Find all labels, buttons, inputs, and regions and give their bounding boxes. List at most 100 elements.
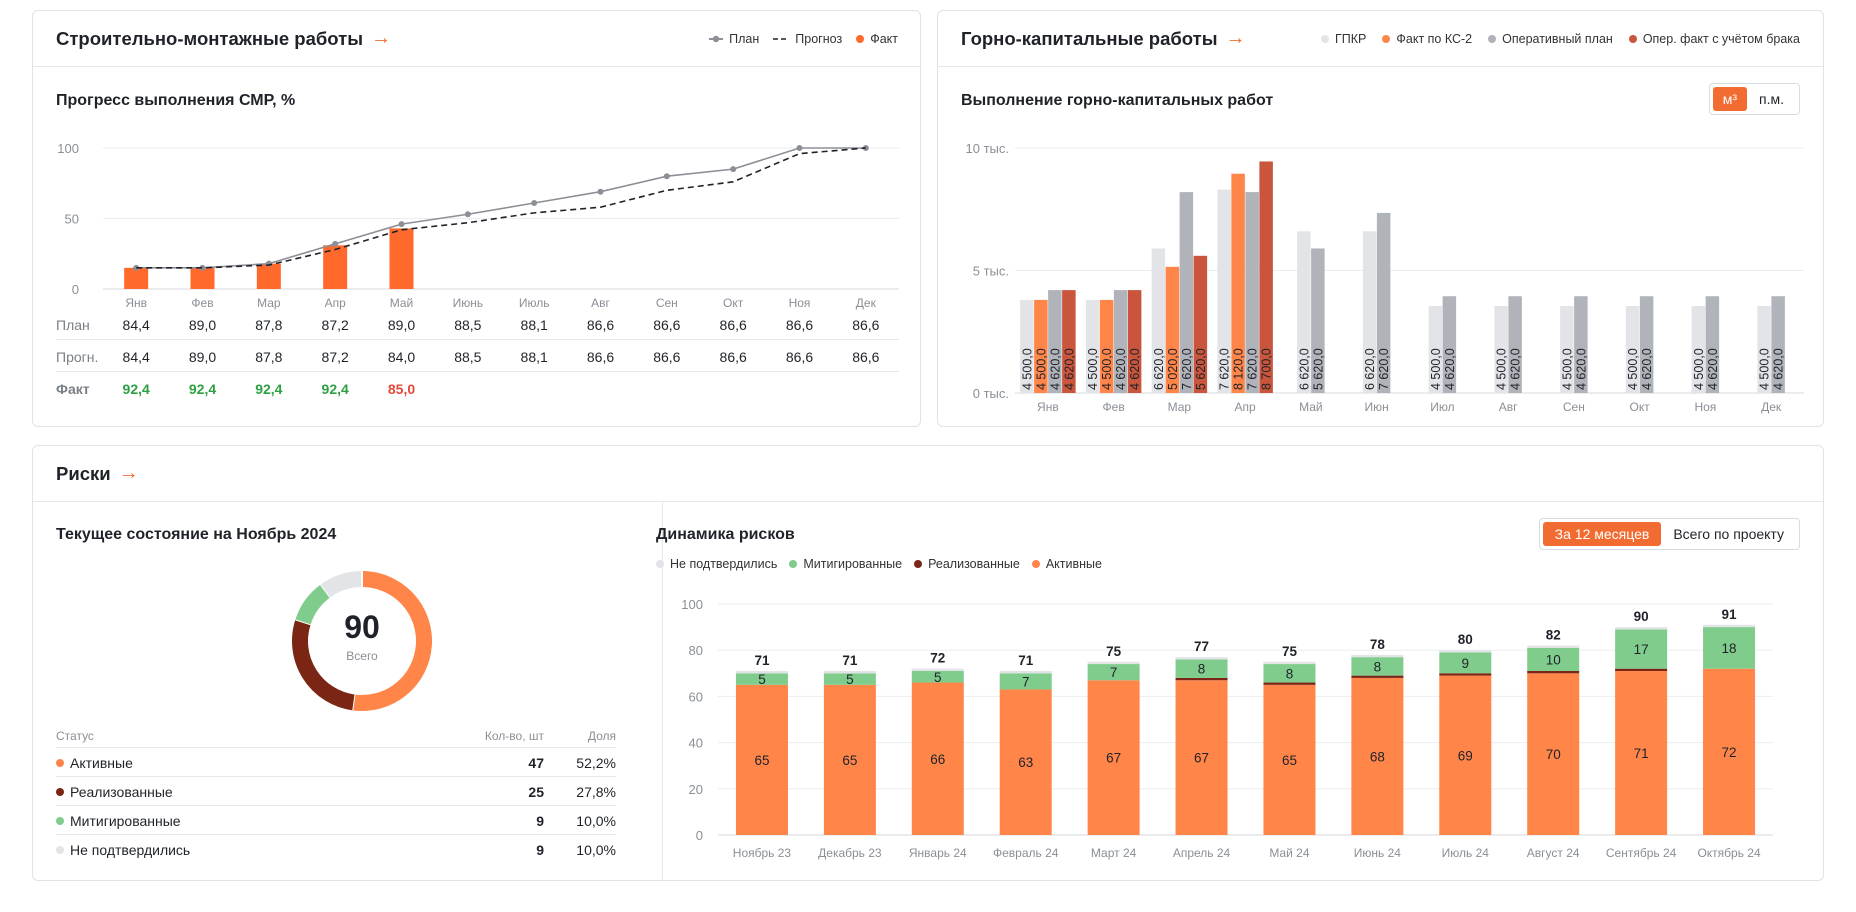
legend-label-oper-fact: Опер. факт с учётом брака	[1642, 32, 1800, 46]
smr-subtitle: Прогресс выполнения СМР, %	[56, 92, 296, 109]
stack-segment-0	[911, 682, 964, 835]
segment-label: 18	[1722, 641, 1737, 656]
legend-item-plan[interactable]: План	[709, 32, 759, 46]
stack-segment-2	[1527, 647, 1580, 671]
y-tick-label: 100	[57, 141, 79, 156]
dot-icon	[1488, 35, 1497, 43]
bar-2	[1705, 296, 1720, 393]
bar-0	[1757, 306, 1771, 393]
data-label: 4 620,0	[1509, 348, 1523, 390]
legend-item-ks2[interactable]: Факт по КС-2	[1382, 32, 1472, 46]
donut-slice	[295, 584, 331, 625]
smr-title-link[interactable]: Строительно-монтажные работы →	[56, 27, 391, 50]
table-cell: 89,0	[188, 349, 217, 365]
y-tick-label: 40	[689, 736, 703, 751]
stack-segment-2	[1087, 664, 1140, 681]
total-label: 77	[1194, 639, 1209, 654]
segment-label: 8	[1374, 659, 1382, 674]
segment-label: 7	[1110, 665, 1118, 680]
segment-label: 69	[1458, 748, 1473, 763]
legend-item-oper[interactable]: Оперативный план	[1488, 32, 1613, 46]
table-cell: 88,5	[454, 317, 482, 333]
stack-segment-2	[911, 670, 964, 683]
risks-title-link[interactable]: Риски →	[56, 462, 139, 485]
legend-item-active[interactable]: Активные	[1031, 557, 1102, 571]
stack-segment-0	[1175, 680, 1228, 835]
unit-m3-button[interactable]: м³	[1712, 87, 1747, 111]
gkr-subtitle: Выполнение горно-капитальных работ	[961, 92, 1274, 109]
stack-segment-3	[1615, 627, 1668, 630]
bar-fact	[124, 267, 149, 289]
bar-2	[1311, 248, 1325, 393]
x-tick-label: Ноя	[1694, 400, 1716, 414]
y-tick-label: 5 тыс.	[973, 264, 1009, 279]
data-label: 4 620,0	[1048, 348, 1062, 390]
data-label: 4 500,0	[1086, 348, 1100, 390]
bar-0	[1217, 189, 1231, 393]
smr-table: План 84,4 89,0 87,8 87,2 89,0 88,5 88,1 86,6 86,…	[56, 308, 899, 408]
unit-pm-button[interactable]: п.м.	[1759, 91, 1784, 107]
legend-item-forecast[interactable]: Прогноз	[773, 32, 842, 46]
segment-label: 65	[842, 753, 857, 768]
x-tick-label: Май 24	[1269, 846, 1310, 860]
table-cell: 86,6	[586, 349, 615, 365]
risk-count: 9	[536, 813, 544, 829]
table-cell: 86,6	[785, 317, 814, 333]
legend-item-not-confirmed[interactable]: Не подтвердились	[656, 557, 777, 571]
y-tick-label: 20	[689, 782, 703, 797]
smr-row-plan: План 84,4 89,0 87,8 87,2 89,0 88,5 88,1 86,6 86,…	[56, 308, 899, 340]
data-label: 4 620,0	[1443, 348, 1457, 390]
y-tick-label: 10 тыс.	[966, 141, 1009, 156]
legend-item-gpkr[interactable]: ГПКР	[1321, 32, 1366, 46]
x-tick-label: Дек	[1761, 400, 1782, 414]
segment-label: 71	[1634, 746, 1649, 761]
segment-label: 5	[934, 670, 942, 685]
gkr-title-link[interactable]: Горно-капитальные работы →	[961, 27, 1246, 50]
risk-status-row[interactable]: Активные 47 52,2%	[56, 748, 616, 777]
risk-status-row[interactable]: Митигированные 9 10,0%	[56, 806, 616, 835]
legend-item-oper-fact[interactable]: Опер. факт с учётом брака	[1628, 32, 1800, 46]
dot-icon	[1031, 560, 1040, 568]
table-cell: 84,0	[387, 349, 416, 365]
x-tick-label: Май	[390, 296, 414, 310]
risks-table-header: Статус Кол-во, шт Доля	[56, 726, 616, 748]
period-all-project-button[interactable]: Всего по проекту	[1673, 526, 1784, 542]
unit-toggle: м³ п.м.	[1708, 83, 1800, 115]
x-tick-label: Сен	[656, 296, 678, 310]
stack-segment-0	[1615, 670, 1668, 835]
dot-icon	[789, 560, 798, 568]
bar-3	[1062, 290, 1076, 393]
risk-share: 10,0%	[576, 813, 616, 829]
stack-segment-2	[1703, 627, 1756, 669]
segment-label: 8	[1286, 666, 1294, 681]
plan-point	[531, 199, 538, 206]
stack-segment-0	[1351, 677, 1404, 835]
period-12-months-button[interactable]: За 12 месяцев	[1542, 522, 1662, 546]
x-tick-label: Ноя	[789, 296, 811, 310]
table-cell: 86,6	[653, 317, 681, 333]
plan-point	[796, 145, 803, 151]
risk-count: 47	[528, 755, 544, 771]
risk-status-row[interactable]: Реализованные 25 27,8%	[56, 777, 616, 806]
data-label: 4 500,0	[1692, 348, 1706, 390]
arrow-right-icon: →	[1225, 27, 1246, 49]
table-cell: 88,1	[520, 317, 548, 333]
stack-segment-0	[1527, 673, 1580, 835]
smr-chart: 0 50 100 Янв Фев Мар Апр Май Июнь Июль Авг Сен Окт Но…	[57, 141, 899, 310]
stack-segment-2	[1263, 664, 1316, 683]
donut-total-label: Всего	[346, 649, 378, 663]
segment-label: 68	[1370, 749, 1385, 764]
legend-item-mitigated[interactable]: Митигированные	[789, 557, 902, 571]
dot-icon	[56, 817, 64, 825]
stack-segment-0	[1703, 668, 1756, 835]
x-tick-label: Фев	[191, 296, 213, 310]
legend-item-fact[interactable]: Факт	[856, 32, 898, 46]
risk-status-row[interactable]: Не подтвердились 9 10,0%	[56, 835, 616, 864]
legend-item-realized[interactable]: Реализованные	[914, 557, 1020, 571]
line-dot-icon	[709, 35, 724, 43]
total-label: 71	[1018, 653, 1034, 668]
stack-segment-0	[999, 689, 1052, 835]
table-cell: 87,2	[321, 317, 349, 333]
x-tick-label: Сентябрь 24	[1606, 846, 1677, 860]
data-label: 4 500,0	[1495, 348, 1509, 390]
